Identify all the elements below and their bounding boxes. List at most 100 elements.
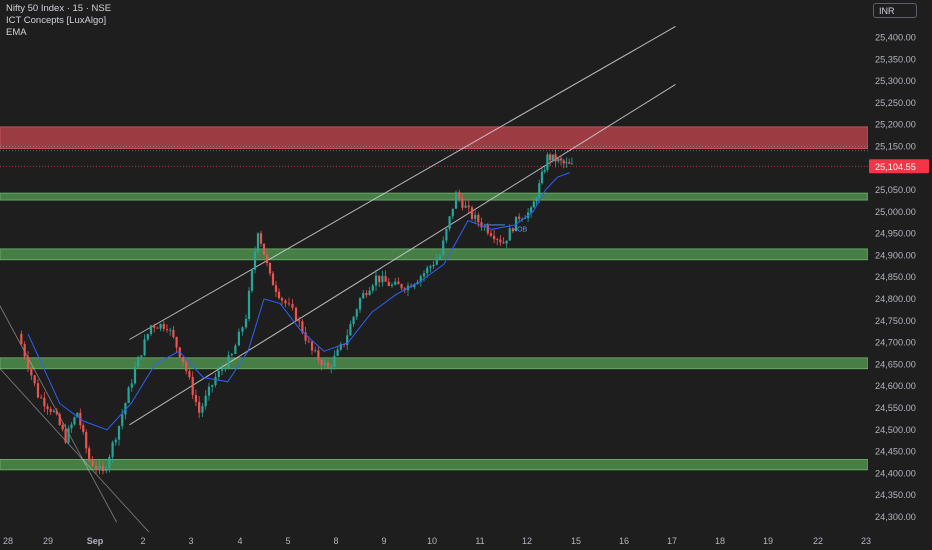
candle bbox=[153, 323, 156, 333]
candle-body bbox=[181, 357, 185, 362]
candle-body bbox=[70, 424, 73, 429]
candle-body bbox=[217, 370, 220, 377]
candle-body bbox=[98, 465, 101, 470]
candle-body bbox=[532, 201, 535, 208]
ema-line[interactable] bbox=[27, 172, 571, 431]
candle-body bbox=[284, 300, 287, 304]
candle-body bbox=[400, 284, 403, 289]
demand-zone-3 bbox=[0, 357, 869, 370]
candle-body bbox=[304, 332, 307, 341]
candle-body bbox=[58, 414, 61, 425]
candle bbox=[82, 423, 85, 435]
candle-body bbox=[538, 183, 541, 198]
downtrend-lower[interactable] bbox=[0, 348, 177, 550]
candle bbox=[505, 240, 508, 248]
candle bbox=[265, 252, 269, 267]
candle bbox=[554, 149, 557, 168]
candle-body bbox=[480, 222, 483, 228]
time-tick-label: 12 bbox=[522, 536, 532, 546]
price-tick-label: 24,650.00 bbox=[875, 359, 916, 369]
candle bbox=[287, 297, 291, 307]
candle-body bbox=[568, 162, 571, 164]
candle-body bbox=[384, 275, 387, 282]
channel-upper[interactable] bbox=[129, 26, 676, 340]
symbol-title[interactable]: Nifty 50 Index · 15 · NSE bbox=[6, 3, 112, 14]
candle bbox=[368, 286, 371, 296]
candle bbox=[20, 330, 23, 345]
candle bbox=[250, 268, 254, 293]
candle-body bbox=[502, 242, 505, 244]
candle bbox=[169, 327, 172, 336]
candle bbox=[253, 246, 257, 274]
candle bbox=[244, 314, 248, 330]
indicator-ict-concepts[interactable]: ICT Concepts [LuxAlgo] bbox=[6, 15, 107, 26]
candle-body bbox=[188, 371, 191, 378]
candle-body bbox=[358, 298, 362, 310]
candle-body bbox=[43, 397, 46, 407]
candle-body bbox=[362, 293, 365, 299]
candle bbox=[230, 352, 233, 357]
candle bbox=[88, 445, 91, 463]
candle bbox=[390, 282, 394, 288]
candle-body bbox=[241, 327, 244, 332]
candle-body bbox=[140, 355, 143, 357]
candle-body bbox=[287, 303, 291, 305]
candle-body bbox=[124, 403, 127, 415]
candle-body bbox=[94, 466, 98, 470]
time-tick-label: 18 bbox=[715, 536, 725, 546]
annotation-ob-label: +OB bbox=[513, 226, 528, 233]
time-axis[interactable] bbox=[0, 532, 868, 550]
candle bbox=[280, 296, 284, 305]
demand-zone-2 bbox=[0, 248, 869, 261]
candle-body bbox=[220, 369, 224, 371]
candle-body bbox=[461, 198, 464, 208]
price-axis[interactable] bbox=[868, 0, 932, 550]
candle-body bbox=[458, 192, 461, 199]
candle-body bbox=[346, 335, 349, 346]
candle-body bbox=[557, 158, 560, 162]
candle-body bbox=[146, 333, 149, 340]
candle-body bbox=[46, 406, 49, 409]
candle-body bbox=[419, 276, 422, 282]
candle-body bbox=[554, 154, 557, 162]
downtrend-upper[interactable] bbox=[0, 289, 118, 523]
candle bbox=[91, 456, 94, 467]
channel-lower[interactable] bbox=[129, 84, 676, 426]
candle-body bbox=[298, 320, 301, 322]
candle-body bbox=[349, 324, 352, 336]
candle-body bbox=[365, 293, 368, 296]
candle bbox=[432, 260, 435, 269]
candle bbox=[262, 243, 266, 256]
candle-body bbox=[397, 281, 400, 285]
candle bbox=[220, 363, 224, 376]
candle bbox=[172, 325, 175, 339]
candle-body bbox=[499, 239, 502, 243]
candle bbox=[489, 230, 493, 238]
candle-body bbox=[505, 240, 508, 244]
price-tick-label: 24,850.00 bbox=[875, 272, 916, 282]
candle-body bbox=[250, 269, 254, 291]
candle-body bbox=[320, 359, 323, 366]
candle bbox=[204, 390, 207, 410]
candle-body bbox=[36, 383, 40, 398]
price-tick-label: 25,350.00 bbox=[875, 54, 916, 64]
candle-body bbox=[149, 325, 153, 334]
candle bbox=[181, 356, 185, 366]
candle bbox=[241, 326, 244, 336]
candle-body bbox=[256, 233, 260, 252]
candle bbox=[304, 326, 307, 345]
currency-button[interactable]: INR bbox=[873, 3, 917, 18]
candle bbox=[467, 200, 470, 214]
candle bbox=[529, 205, 533, 218]
candle bbox=[298, 316, 301, 328]
price-tick-label: 25,250.00 bbox=[875, 98, 916, 108]
candle-body bbox=[194, 395, 198, 402]
candle-body bbox=[82, 425, 85, 432]
indicator-ema[interactable]: EMA bbox=[6, 27, 27, 38]
candle-body bbox=[477, 214, 480, 223]
time-tick-label: 8 bbox=[333, 536, 338, 546]
candle-body bbox=[211, 385, 214, 387]
candle-body bbox=[390, 284, 394, 287]
candle-body bbox=[277, 291, 281, 299]
